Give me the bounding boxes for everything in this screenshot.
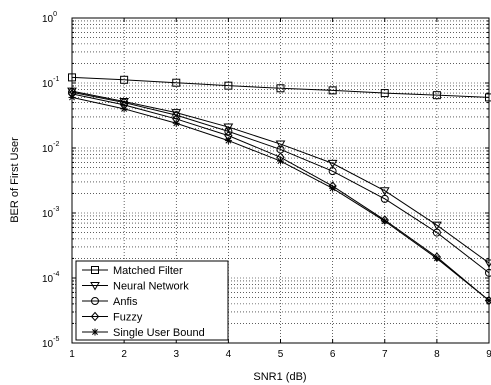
legend-marker-anfis (91, 297, 99, 305)
x-tick-label: 5 (278, 349, 284, 360)
legend-label-fuzzy: Fuzzy (113, 312, 143, 324)
data-point-single-user-bound (381, 217, 389, 225)
y-axis-label: BER of First User (9, 137, 21, 223)
data-point-single-user-bound (277, 157, 284, 165)
series-line-anfis (71, 91, 490, 274)
legend-label-matched-filter: Matched Filter (113, 265, 183, 277)
data-point-neural-network (327, 159, 338, 169)
legend: Matched Filter Neural Network Anfis Fuzzy Si… (75, 260, 229, 341)
data-point-matched-filter (172, 78, 181, 87)
series-line-neural-network (71, 90, 490, 264)
y-tick-labels: 100 10-1 10-2 10-3 10-4 10-5 (42, 11, 59, 350)
data-point-anfis (172, 111, 181, 120)
data-point-anfis (380, 194, 389, 203)
axis-ticks (71, 18, 490, 344)
y-tick-label: 10-3 (42, 206, 59, 220)
data-point-anfis (432, 228, 441, 237)
data-point-single-user-bound (224, 137, 232, 145)
x-tick-label: 1 (69, 349, 75, 360)
series-line-matched-filter (71, 76, 490, 98)
data-point-neural-network (275, 140, 286, 150)
y-tick-label: 10-2 (42, 141, 59, 155)
x-tick-label: 4 (226, 349, 232, 360)
legend-label-anfis: Anfis (113, 296, 138, 308)
legend-label-neural-network: Neural Network (113, 281, 189, 293)
x-tick-label: 2 (121, 349, 127, 360)
data-point-matched-filter (224, 81, 233, 90)
legend-marker-fuzzy (90, 311, 100, 322)
data-point-single-user-bound (172, 119, 180, 127)
data-point-matched-filter (432, 91, 441, 100)
data-point-matched-filter (328, 86, 337, 95)
data-point-neural-network (432, 221, 442, 231)
data-point-single-user-bound (433, 254, 441, 262)
legend-marker-matched-filter (91, 266, 99, 274)
data-point-neural-network (379, 187, 390, 196)
x-tick-labels: 1 2 3 4 5 6 7 8 9 (69, 349, 491, 360)
data-point-neural-network (223, 123, 234, 133)
data-point-neural-network (119, 97, 129, 107)
x-tick-label: 6 (330, 349, 336, 360)
data-point-anfis (328, 167, 337, 176)
x-tick-label: 8 (434, 349, 440, 360)
y-tick-label: 10-5 (42, 336, 59, 350)
legend-marker-single-user-bound (91, 328, 99, 336)
series-line-fuzzy (71, 93, 490, 301)
legend-marker-neural-network (90, 282, 100, 291)
data-point-anfis (224, 127, 233, 136)
legend-label-single-user-bound: Single User Bound (113, 327, 205, 339)
data-point-neural-network (171, 109, 182, 118)
series-lines (71, 76, 490, 301)
x-axis-label: SNR1 (dB) (253, 371, 306, 383)
y-tick-label: 10-4 (42, 271, 59, 285)
data-point-matched-filter (276, 84, 285, 93)
x-tick-label: 7 (382, 349, 388, 360)
data-point-matched-filter (120, 75, 129, 84)
data-point-matched-filter (380, 89, 389, 98)
data-point-single-user-bound (329, 184, 337, 192)
y-tick-label: 100 (42, 11, 57, 25)
y-tick-label: 10-1 (42, 76, 59, 90)
data-point-single-user-bound (120, 105, 128, 113)
x-tick-label: 9 (486, 349, 491, 360)
x-tick-label: 3 (173, 349, 179, 360)
